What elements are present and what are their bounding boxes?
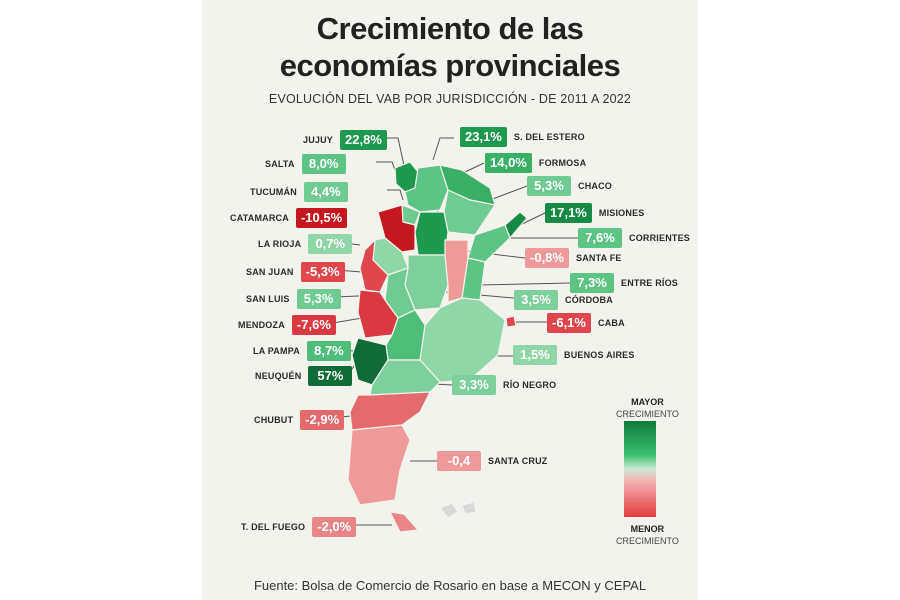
value-badge: -0,8%: [525, 248, 569, 268]
province-name: JUJUY: [303, 135, 334, 145]
value-badge: 23,1%: [460, 127, 507, 147]
province-tierra-del-fuego: [388, 511, 420, 533]
label-san-luis: SAN LUIS 5,3%: [246, 289, 341, 309]
value-badge: -10,5%: [295, 208, 348, 228]
legend-top-strong: MAYOR: [631, 397, 664, 407]
value-badge: 4,4%: [303, 182, 348, 202]
province-name: SANTA FE: [576, 253, 622, 263]
legend-bottom-strong: MENOR: [630, 524, 665, 534]
province-chubut: [349, 391, 431, 431]
title-line-2: economías provinciales: [279, 48, 621, 83]
legend-top-sub: CRECIMIENTO: [616, 409, 679, 419]
province-name: MENDOZA: [238, 320, 285, 330]
legend-color-bar: [624, 421, 656, 517]
value-badge: 57%: [308, 366, 353, 386]
province-name: CÓRDOBA: [565, 295, 613, 305]
value-badge: 8,0%: [301, 154, 346, 174]
value-badge: -5,3%: [300, 262, 345, 282]
province-name: RÍO NEGRO: [503, 380, 557, 390]
label-catamarca: CATAMARCA -10,5%: [230, 208, 348, 228]
province-san-juan: [359, 238, 389, 293]
value-badge: -0,4: [437, 451, 481, 471]
province-name: SAN JUAN: [246, 267, 294, 277]
value-badge: 5,3%: [296, 289, 341, 309]
province-name: T. DEL FUEGO: [241, 522, 306, 532]
province-name: LA RIOJA: [258, 239, 302, 249]
province-name: SALTA: [265, 159, 295, 169]
value-badge: 3,3%: [452, 375, 496, 395]
province-name: CHUBUT: [254, 415, 294, 425]
value-badge: -2,0%: [312, 517, 357, 537]
label-corrientes: 7,6% CORRIENTES: [578, 228, 690, 248]
title-line-1: Crecimiento de las: [316, 11, 584, 46]
legend-top-label: MAYOR CRECIMIENTO: [616, 396, 679, 420]
province-santa-fe: [444, 239, 469, 303]
province-name: TUCUMÁN: [250, 187, 297, 197]
province-name: SAN LUIS: [246, 294, 290, 304]
value-badge: 14,0%: [485, 153, 532, 173]
value-badge: -2,9%: [300, 410, 345, 430]
province-santa-cruz: [347, 424, 411, 506]
label-tucuman: TUCUMÁN 4,4%: [250, 182, 348, 202]
label-chaco: 5,3% CHACO: [527, 176, 612, 196]
province-name: ENTRE RÍOS: [621, 278, 679, 288]
subtitle: EVOLUCIÓN DEL VAB POR JURISDICCIÓN - DE …: [268, 92, 632, 106]
province-name: SANTA CRUZ: [488, 456, 548, 466]
label-mendoza: MENDOZA -7,6%: [238, 315, 336, 335]
province-name: CORRIENTES: [629, 233, 691, 243]
label-la-pampa: LA PAMPA 8,7%: [253, 341, 351, 361]
value-badge: 3,5%: [514, 290, 558, 310]
legend-bottom-label: MENOR CRECIMIENTO: [616, 523, 679, 547]
value-badge: -7,6%: [291, 315, 336, 335]
value-badge: 0,7%: [308, 234, 353, 254]
label-neuquen: NEUQUÉN 57%: [255, 366, 353, 386]
infographic-title: Crecimiento de las economías provinciale…: [0, 10, 900, 84]
province-name: FORMOSA: [538, 158, 587, 168]
value-badge: 7,6%: [578, 228, 622, 248]
label-buenos-aires: 1,5% BUENOS AIRES: [513, 345, 635, 365]
province-name: LA PAMPA: [253, 346, 300, 356]
label-caba: -6,1% CABA: [547, 313, 625, 333]
malvinas-islands: [439, 501, 477, 519]
source-note: Fuente: Bolsa de Comercio de Rosario en …: [253, 578, 647, 593]
legend-bottom-sub: CRECIMIENTO: [616, 536, 679, 546]
province-name: CATAMARCA: [230, 213, 289, 223]
label-san-juan: SAN JUAN -5,3%: [246, 262, 345, 282]
province-name: CHACO: [578, 181, 612, 191]
value-badge: -6,1%: [547, 313, 591, 333]
label-misiones: 17,1% MISIONES: [545, 203, 644, 223]
province-santiago-del-estero: [414, 211, 449, 256]
value-badge: 17,1%: [545, 203, 592, 223]
province-name: MISIONES: [598, 208, 645, 218]
value-badge: 22,8%: [340, 130, 387, 150]
province-corrientes: [467, 224, 511, 263]
province-name: NEUQUÉN: [255, 371, 302, 381]
label-chubut: CHUBUT -2,9%: [254, 410, 345, 430]
label-tierra-del-fuego: T. DEL FUEGO -2,0%: [241, 517, 357, 537]
label-santiago-del-estero: 23,1% S. DEL ESTERO: [460, 127, 585, 147]
label-santa-cruz: -0,4 SANTA CRUZ: [437, 451, 548, 471]
label-jujuy: JUJUY 22,8%: [303, 130, 387, 150]
label-rio-negro: 3,3% RÍO NEGRO: [452, 375, 556, 395]
label-la-rioja: LA RIOJA 0,7%: [258, 234, 353, 254]
province-buenos-aires: [419, 297, 506, 383]
province-name: BUENOS AIRES: [564, 350, 635, 360]
label-entre-rios: 7,3% ENTRE RÍOS: [570, 273, 678, 293]
province-caba: [505, 315, 517, 328]
value-badge: 7,3%: [570, 273, 614, 293]
label-salta: SALTA 8,0%: [265, 154, 346, 174]
province-name: CABA: [598, 318, 625, 328]
label-santa-fe: -0,8% SANTA FE: [525, 248, 622, 268]
value-badge: 5,3%: [527, 176, 571, 196]
value-badge: 8,7%: [306, 341, 351, 361]
value-badge: 1,5%: [513, 345, 557, 365]
label-formosa: 14,0% FORMOSA: [485, 153, 586, 173]
province-name: S. DEL ESTERO: [513, 132, 585, 142]
label-cordoba: 3,5% CÓRDOBA: [514, 290, 613, 310]
